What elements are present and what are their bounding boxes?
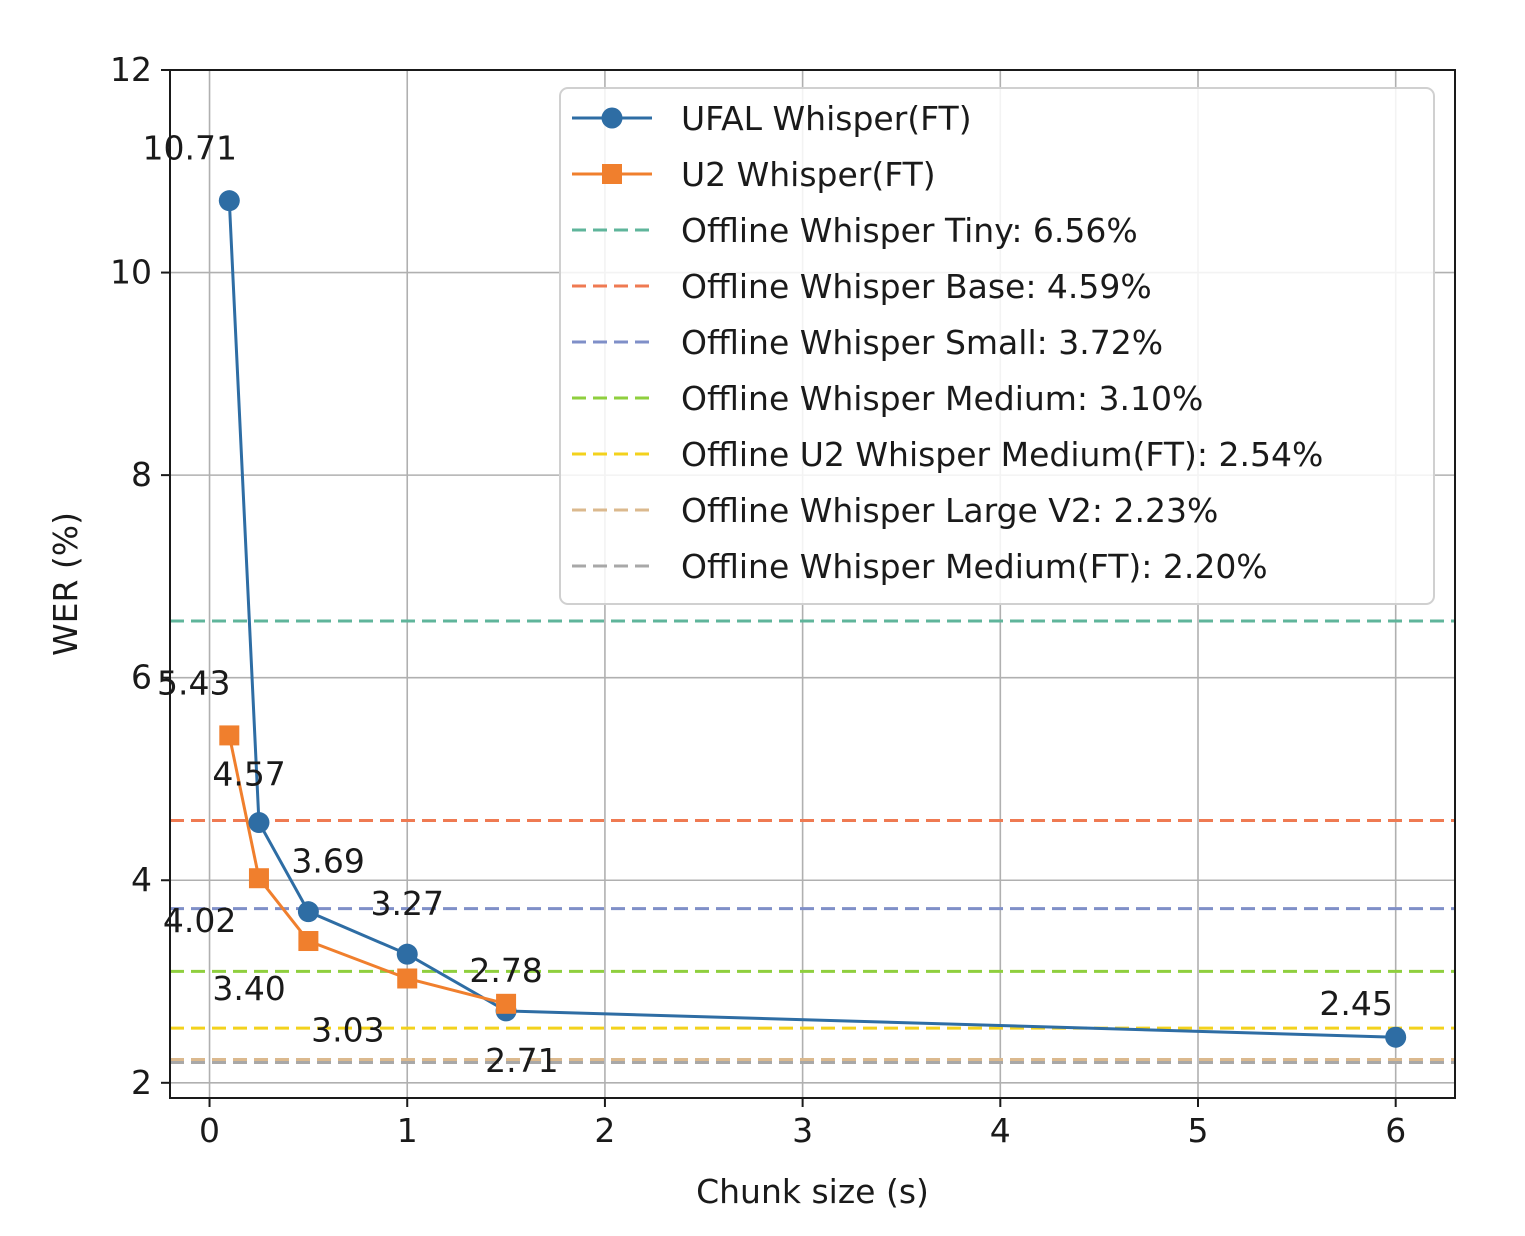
data-label: 3.69 (291, 842, 364, 881)
data-point (248, 812, 270, 834)
data-point (496, 993, 517, 1014)
y-tick-label: 6 (131, 658, 152, 697)
legend-label: Offline Whisper Small: 3.72% (681, 323, 1163, 362)
data-point (397, 968, 418, 989)
data-point (297, 901, 319, 923)
x-tick-label: 1 (397, 1111, 418, 1150)
data-point (219, 725, 240, 746)
legend-label: Offline U2 Whisper Medium(FT): 2.54% (681, 435, 1323, 474)
data-point (396, 943, 418, 965)
y-tick-label: 12 (110, 50, 152, 89)
legend-label: Offline Whisper Medium: 3.10% (681, 379, 1203, 418)
data-label: 2.78 (469, 951, 542, 990)
series-lines (218, 190, 1407, 1048)
plot-frame (169, 69, 1456, 1099)
x-tick-label: 5 (1188, 1111, 1209, 1150)
x-tick-label: 2 (594, 1111, 615, 1150)
data-label: 3.27 (370, 884, 443, 923)
data-point (218, 190, 240, 212)
data-label: 3.03 (311, 1010, 384, 1049)
x-tick-label: 3 (792, 1111, 813, 1150)
legend-marker (601, 107, 623, 129)
y-tick-label: 4 (131, 860, 152, 899)
y-tick-label: 10 (110, 253, 152, 292)
y-axis-label: WER (%) (46, 512, 85, 656)
legend: UFAL Whisper(FT) U2 Whisper(FT) Offline Wh… (559, 87, 1435, 605)
y-tick-label: 2 (131, 1063, 152, 1102)
x-tick-label: 4 (990, 1111, 1011, 1150)
data-label: 2.45 (1319, 984, 1392, 1023)
legend-label: UFAL Whisper(FT) (681, 99, 972, 138)
legend-box (559, 87, 1435, 605)
legend-marker (602, 164, 622, 184)
data-label: 4.02 (163, 901, 236, 940)
data-point (1385, 1026, 1407, 1048)
legend-label: Offline Whisper Tiny: 6.56% (681, 211, 1138, 250)
legend-label: Offline Whisper Medium(FT): 2.20% (681, 547, 1268, 586)
x-axis-label: Chunk size (s) (696, 1172, 929, 1211)
data-label: 2.71 (485, 1041, 558, 1080)
data-label: 10.71 (143, 129, 237, 168)
data-point (298, 931, 319, 952)
data-label: 4.57 (212, 755, 285, 794)
data-point (248, 868, 269, 889)
x-tick-label: 0 (199, 1111, 220, 1150)
x-tick-label: 6 (1385, 1111, 1406, 1150)
data-label: 3.40 (212, 969, 285, 1008)
legend-label: Offline Whisper Large V2: 2.23% (681, 491, 1218, 530)
reference-lines (170, 619, 1455, 1065)
y-tick-label: 8 (131, 455, 152, 494)
legend-label: U2 Whisper(FT) (681, 155, 936, 194)
series-line (227, 200, 1396, 1039)
data-label: 5.43 (157, 663, 230, 702)
legend-label: Offline Whisper Base: 4.59% (681, 267, 1152, 306)
